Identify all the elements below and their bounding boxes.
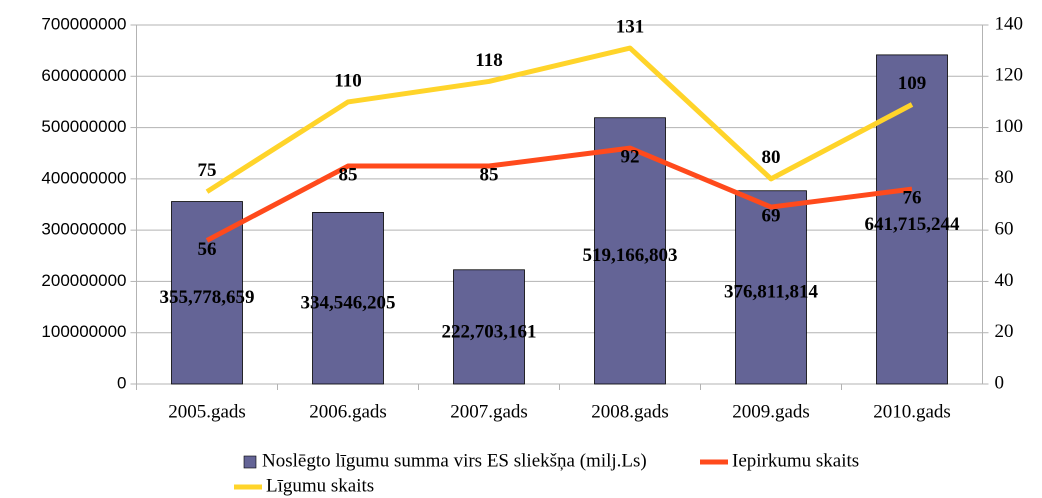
data-label: 85 <box>339 164 358 185</box>
y2-tick-label: 120 <box>995 65 1024 86</box>
data-label: 519,166,803 <box>583 245 678 266</box>
y2-tick-label: 40 <box>995 270 1014 291</box>
y-tick-label: 100000000 <box>41 322 126 341</box>
bar <box>171 201 243 385</box>
y-tick-label: 700000000 <box>41 14 126 33</box>
data-label: 355,778,659 <box>160 287 255 308</box>
data-label: 69 <box>762 205 781 226</box>
data-label: 92 <box>621 146 640 167</box>
legend-label: Iepirkumu skaits <box>732 450 859 471</box>
legend-label: Līgumu skaits <box>266 475 374 496</box>
bar <box>312 212 384 385</box>
y2-tick-label: 60 <box>995 219 1014 240</box>
legend-swatch <box>243 455 257 469</box>
y2-tick-label: 0 <box>995 372 1005 393</box>
x-tick-label: 2007.gads <box>450 401 528 422</box>
legend-label: Noslēgto līgumu summa virs ES sliekšņa (… <box>262 450 647 471</box>
data-label: 110 <box>334 70 361 91</box>
bar <box>594 117 666 385</box>
y-tick-label: 200000000 <box>41 271 126 290</box>
y-tick-label: 600000000 <box>41 66 126 85</box>
data-label: 131 <box>616 16 645 37</box>
bar <box>876 54 948 385</box>
data-label: 222,703,161 <box>442 321 537 342</box>
x-tick-label: 2005.gads <box>168 401 246 422</box>
x-tick-label: 2006.gads <box>309 401 387 422</box>
x-tick-label: 2008.gads <box>591 401 669 422</box>
data-label: 109 <box>898 73 927 94</box>
y2-tick-label: 100 <box>995 116 1024 137</box>
data-label: 76 <box>903 187 922 208</box>
x-tick-label: 2010.gads <box>873 401 951 422</box>
data-label: 334,546,205 <box>301 293 396 314</box>
data-label: 641,715,244 <box>865 214 961 235</box>
data-label: 85 <box>480 164 499 185</box>
data-label: 376,811,814 <box>724 282 818 303</box>
y-tick-label: 0 <box>117 373 126 392</box>
data-label: 75 <box>198 160 217 181</box>
data-label: 118 <box>475 50 502 71</box>
data-label: 56 <box>198 239 217 260</box>
y2-tick-label: 80 <box>995 167 1014 188</box>
y-tick-label: 500000000 <box>41 117 126 136</box>
y-tick-label: 400000000 <box>41 168 126 187</box>
x-tick-label: 2009.gads <box>732 401 810 422</box>
bar <box>735 190 807 385</box>
data-label: 80 <box>762 147 781 168</box>
y-tick-label: 300000000 <box>41 220 126 239</box>
line <box>205 145 913 243</box>
line <box>205 45 914 194</box>
bar <box>453 269 525 385</box>
y2-tick-label: 140 <box>995 13 1024 34</box>
y2-tick-label: 20 <box>995 321 1014 342</box>
